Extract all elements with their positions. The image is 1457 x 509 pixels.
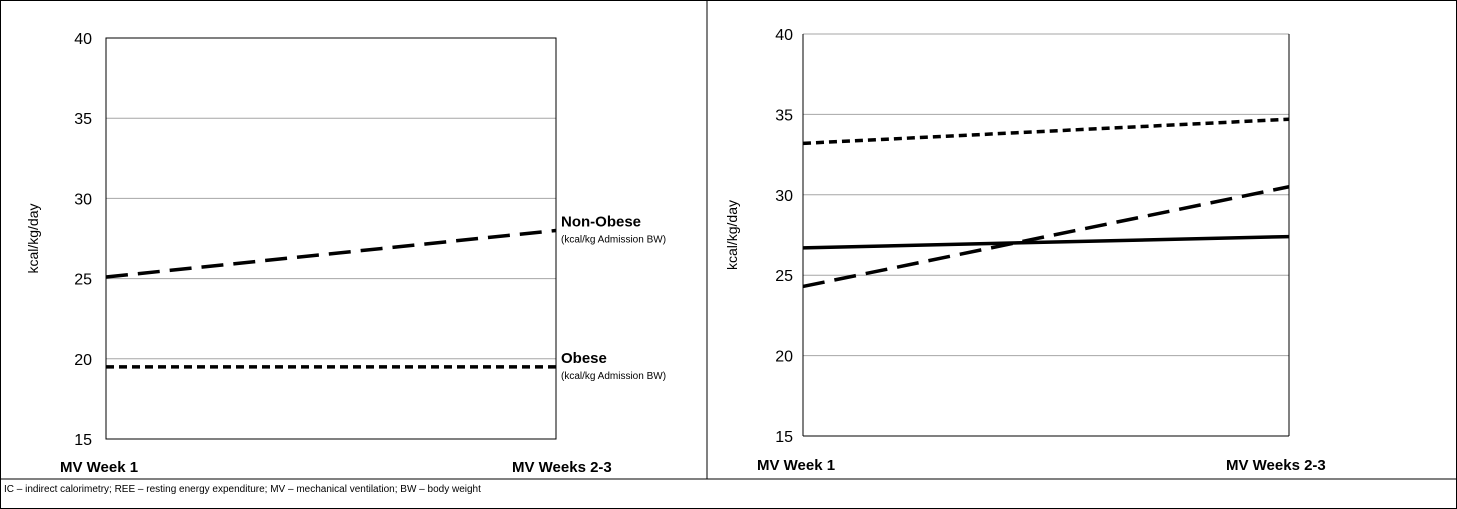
y-axis-label: kcal/kg/day [724,200,740,270]
y-tick-label: 40 [74,31,92,48]
series-sublabel: (kcal/kg Admission BW) [561,234,666,245]
y-tick-label: 35 [74,111,92,128]
series-label: Non-Obese [561,213,641,230]
y-tick-label: 20 [74,352,92,369]
x-category-label: MV Week 1 [757,457,835,474]
x-category-label: MV Weeks 2-3 [1226,457,1326,474]
series-label: Obese [561,350,607,367]
y-tick-label: 20 [775,349,793,366]
y-axis-label: kcal/kg/day [25,203,41,273]
plot-area [105,37,557,440]
y-tick-label: 35 [775,107,793,124]
y-tick-label: 40 [775,27,793,44]
series-sublabel: (kcal/kg Admission BW) [561,371,666,382]
y-tick-label: 15 [775,429,793,446]
series-line-solid [802,234,1290,250]
y-tick-label: 15 [74,432,92,449]
y-tick-label: 30 [775,188,793,205]
series-line-long-dash [105,228,557,279]
x-category-label: MV Weeks 2-3 [512,459,612,476]
y-tick-label: 30 [74,191,92,208]
footnote: IC – indirect calorimetry; REE – resting… [4,484,481,495]
series-line-short-dash [802,117,1290,146]
chart-panel-1: 15 20 25 30 35 40 kcal/kg/day MV Week 1 MV Weeks… [25,31,666,476]
chart-panel-2: 15 20 25 30 35 40 kcal/kg/day MV Week 1 MV Weeks… [724,27,1326,474]
y-tick-label: 25 [74,272,92,289]
y-tick-label: 25 [775,268,793,285]
series-line-long-dash [802,185,1290,289]
x-category-label: MV Week 1 [60,459,138,476]
